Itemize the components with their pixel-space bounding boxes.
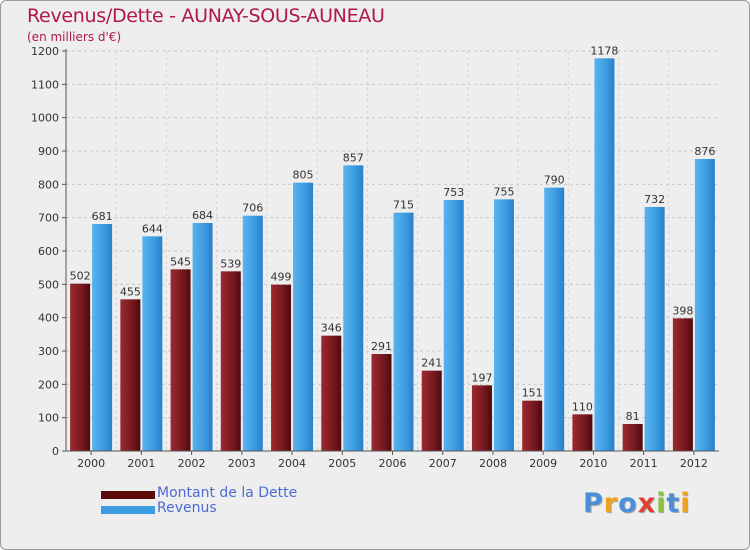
x-tick-label: 2004 — [278, 457, 306, 470]
logo-letter: r — [603, 488, 619, 519]
bar-revenus — [343, 165, 364, 452]
bar-revenus — [644, 207, 665, 451]
bar-revenus — [142, 236, 163, 451]
data-label-dette: 398 — [672, 304, 693, 317]
x-tick-label: 2005 — [328, 457, 356, 470]
data-label-dette: 197 — [471, 371, 492, 384]
y-tick-label: 600 — [38, 245, 59, 258]
logo-letter: x — [637, 488, 657, 519]
bar-dette — [572, 414, 593, 451]
legend-swatch-revenus — [101, 506, 155, 514]
x-tick-label: 2002 — [178, 457, 206, 470]
y-tick-label: 0 — [52, 445, 59, 458]
data-label-revenus: 876 — [694, 145, 715, 158]
data-label-dette: 455 — [120, 285, 141, 298]
bar-dette — [120, 299, 141, 451]
legend-label-dette: Montant de la Dette — [157, 485, 298, 501]
x-tick-label: 2007 — [429, 457, 457, 470]
legend-label-revenus: Revenus — [157, 500, 217, 516]
proxiti-logo: Proxiti — [583, 488, 691, 519]
x-tick-label: 2010 — [579, 457, 607, 470]
y-tick-label: 100 — [38, 412, 59, 425]
data-label-dette: 241 — [421, 357, 442, 370]
y-tick-label: 1100 — [31, 78, 59, 91]
bar-dette — [672, 318, 693, 451]
y-tick-label: 200 — [38, 378, 59, 391]
logo-letter: i — [656, 488, 667, 519]
data-label-revenus: 755 — [493, 185, 514, 198]
bar-dette — [522, 400, 543, 451]
x-tick-label: 2001 — [127, 457, 155, 470]
data-label-revenus: 644 — [142, 222, 163, 235]
bar-revenus — [594, 58, 615, 451]
chart-title: Revenus/Dette - AUNAY-SOUS-AUNEAU — [27, 5, 385, 27]
bar-dette — [271, 284, 292, 451]
bar-revenus — [293, 182, 314, 451]
data-label-revenus: 732 — [644, 193, 665, 206]
bar-dette — [220, 271, 241, 451]
data-label-dette: 499 — [271, 271, 292, 284]
data-label-dette: 110 — [572, 400, 593, 413]
x-tick-label: 2012 — [680, 457, 708, 470]
y-tick-label: 400 — [38, 312, 59, 325]
data-label-revenus: 715 — [393, 199, 414, 212]
y-tick-label: 800 — [38, 178, 59, 191]
y-tick-label: 500 — [38, 278, 59, 291]
data-label-revenus: 681 — [92, 210, 113, 223]
x-tick-label: 2000 — [77, 457, 105, 470]
logo-letter: o — [618, 488, 638, 519]
x-tick-label: 2011 — [630, 457, 658, 470]
data-label-dette: 346 — [321, 322, 342, 335]
logo-letter: t — [666, 488, 681, 519]
data-label-revenus: 857 — [343, 151, 364, 164]
data-label-dette: 81 — [626, 410, 640, 423]
y-tick-label: 900 — [38, 145, 59, 158]
bar-dette — [70, 283, 91, 451]
data-label-dette: 502 — [70, 270, 91, 283]
logo-letter: i — [680, 488, 691, 519]
chart-subtitle: (en milliers d'€) — [27, 30, 122, 44]
y-tick-label: 700 — [38, 212, 59, 225]
data-label-revenus: 1178 — [590, 44, 618, 57]
data-label-dette: 545 — [170, 255, 191, 268]
bar-dette — [421, 370, 442, 451]
y-tick-label: 1200 — [31, 45, 59, 58]
x-tick-label: 2008 — [479, 457, 507, 470]
bar-revenus — [242, 215, 263, 451]
bar-dette — [371, 354, 392, 451]
bar-revenus — [192, 223, 213, 451]
bar-revenus — [544, 187, 565, 451]
data-label-revenus: 684 — [192, 209, 213, 222]
x-tick-label: 2006 — [379, 457, 407, 470]
data-label-revenus: 805 — [293, 169, 314, 182]
y-tick-label: 1000 — [31, 112, 59, 125]
data-label-dette: 539 — [220, 257, 241, 270]
y-tick-label: 300 — [38, 345, 59, 358]
bar-dette — [622, 424, 643, 451]
bar-dette — [321, 335, 342, 451]
bar-revenus — [443, 200, 464, 451]
data-label-revenus: 753 — [443, 186, 464, 199]
data-label-revenus: 790 — [544, 174, 565, 187]
logo-letter: P — [583, 488, 604, 519]
x-tick-label: 2003 — [228, 457, 256, 470]
bar-revenus — [92, 224, 113, 451]
bar-dette — [170, 269, 191, 451]
bar-dette — [471, 385, 492, 451]
bar-revenus — [393, 212, 414, 451]
data-label-dette: 291 — [371, 340, 392, 353]
data-label-revenus: 706 — [242, 202, 263, 215]
data-label-dette: 151 — [522, 387, 543, 400]
bar-revenus — [694, 159, 715, 451]
legend-swatch-dette — [101, 491, 155, 499]
bar-revenus — [493, 199, 514, 451]
x-tick-label: 2009 — [529, 457, 557, 470]
